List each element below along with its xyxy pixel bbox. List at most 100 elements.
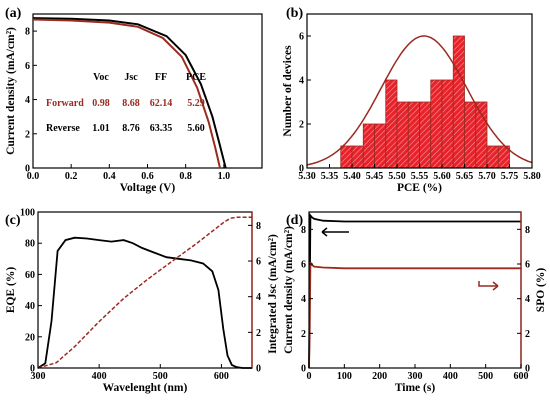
- panel-a-x-tick-label: 0.0: [27, 171, 40, 182]
- panel-b-y-tick-label: 4: [299, 76, 304, 87]
- panel-a-table-cell: 63.35: [150, 123, 173, 134]
- panel-b: 5.30 5.35 5.40 5.45 5.50 5.55 5.60 5.65 5.70 5.75…: [282, 6, 541, 194]
- panel-a-x-tick-label: 0.6: [141, 171, 154, 182]
- panel-a-x-tick-label: 0.2: [65, 171, 78, 182]
- panel-a-y-axis-title: Current density (mA/cm²): [5, 27, 17, 155]
- panel-b-bar: [464, 101, 477, 169]
- panel-d-x-tick-label: 100: [337, 371, 352, 382]
- panel-a-table-cell: 5.29: [187, 98, 205, 109]
- panel-a-curve-reverse: [32, 17, 227, 169]
- panel-c-plot-frame: [37, 211, 253, 369]
- panel-d-y-tick-label: 8: [301, 225, 306, 236]
- panel-b-x-tick-label: 5.30: [298, 171, 316, 182]
- panel-c-curve-eqe: [37, 236, 252, 369]
- panel-a-y-tick-label: 4: [25, 95, 30, 106]
- panel-d-y2-tick-label: 8: [525, 225, 530, 236]
- panel-b-x-tick-label: 5.50: [388, 171, 406, 182]
- panel-c-y2-axis-title: Integrated Jsc (mA/cm²): [267, 234, 279, 354]
- panel-a-x-tick-label: 0.8: [179, 171, 192, 182]
- panel-c-y2-tick-label: 4: [256, 292, 261, 303]
- panel-b-x-tick-label: 5.35: [321, 171, 339, 182]
- panel-a-table-cell: 5.60: [187, 123, 205, 134]
- panel-a-y-tick-label: 6: [25, 61, 30, 72]
- panel-c-x-tick-label: 400: [92, 371, 107, 382]
- panel-a-table-row-label: Reverse: [46, 123, 80, 134]
- panel-b-y-tick-label: 6: [299, 32, 304, 43]
- panel-c-y-tick-label: 100: [20, 208, 35, 219]
- panel-a-table-cell: 8.76: [122, 123, 140, 134]
- panel-a-y-tick-label: 8: [25, 27, 30, 38]
- panel-b-x-tick-label: 5.55: [411, 171, 429, 182]
- panel-b-x-tick-label: 5.70: [478, 171, 496, 182]
- panel-c-y-tick-label: 20: [25, 332, 35, 343]
- panel-b-bar: [475, 101, 488, 169]
- panel-a-table-cell: 62.14: [150, 98, 173, 109]
- panel-d: 0 100 200 300 400 500 600 Time (s) 0 2 4 6 8 0 2 4 6 8 Cur…: [283, 211, 547, 394]
- panel-a-table-header: FF: [155, 72, 167, 83]
- panel-b-x-axis-title: PCE (%): [397, 182, 442, 194]
- panel-d-y2-tick-label: 6: [525, 260, 530, 271]
- panel-d-y2-tick-label: 2: [525, 329, 530, 340]
- panel-c-y-axis-title: EQE (%): [5, 267, 17, 313]
- panel-d-y-tick-label: 0: [301, 364, 306, 375]
- panel-c-x-tick-label: 300: [31, 371, 46, 382]
- panel-c-label: (c): [5, 213, 21, 228]
- panel-a-x-tick-label: 1.0: [218, 171, 231, 182]
- panel-c-y-tick-label: 80: [25, 239, 35, 250]
- panel-a-table-cell: 1.01: [92, 123, 110, 134]
- panel-d-y-tick-label: 2: [301, 329, 306, 340]
- panel-d-x-tick-label: 600: [514, 371, 529, 382]
- panel-c-x-tick-label: 500: [153, 371, 168, 382]
- panel-a-table-cell: 0.98: [92, 98, 110, 109]
- panel-b-x-tick-label: 5.40: [343, 171, 361, 182]
- panel-d-y2-tick-label: 4: [525, 294, 530, 305]
- panel-d-y2-axis-title: SPO (%): [535, 268, 547, 313]
- panel-d-x-tick-label: 500: [478, 371, 493, 382]
- panel-d-y-axis-title: Current density (mA/cm²): [283, 226, 295, 354]
- panel-a-table-header: Voc: [93, 72, 109, 83]
- panel-b-bar: [396, 101, 409, 169]
- panel-c-curve-integrated-jsc: [37, 216, 252, 369]
- panel-c-y2-tick-label: 6: [256, 257, 261, 268]
- panel-c-y2-tick-label: 8: [256, 221, 261, 232]
- panel-b-y-tick-label: 2: [299, 120, 304, 131]
- panel-b-bar: [452, 35, 465, 169]
- panel-b-bar: [385, 79, 398, 169]
- panel-a-table-header: Jsc: [124, 72, 138, 83]
- panel-a-table-row-label: Forward: [46, 98, 84, 109]
- panel-d-x-axis-title: Time (s): [395, 382, 436, 394]
- panel-c-x-tick-label: 600: [214, 371, 229, 382]
- panel-b-y-axis-title: Number of devices: [282, 45, 294, 137]
- panel-b-label: (b): [286, 6, 303, 21]
- panel-d-y-tick-label: 6: [301, 260, 306, 271]
- panel-d-plot-frame: [308, 211, 522, 369]
- panel-a: 0.0 0.2 0.4 0.6 0.8 1.0 Voltage (V) 0 2 4 6 8 Curren…: [5, 6, 263, 194]
- panel-a-plot-frame: [32, 13, 263, 169]
- panel-d-x-tick-label: 200: [372, 371, 387, 382]
- panel-b-x-tick-label: 5.60: [433, 171, 451, 182]
- panel-b-bar: [441, 79, 454, 169]
- panel-b-x-tick-label: 5.65: [456, 171, 474, 182]
- panel-a-y-tick-label: 0: [25, 164, 30, 175]
- panel-b-x-tick-label: 5.80: [523, 171, 541, 182]
- panel-d-curve-spo: [308, 261, 521, 369]
- panel-b-bar: [419, 101, 432, 169]
- panel-c-y-tick-label: 60: [25, 270, 35, 281]
- panel-b-bar: [486, 145, 499, 169]
- panel-c: 300 400 500 600 Wavelenght (nm) 0 20 40 60 80 100 0…: [5, 208, 279, 395]
- panel-d-x-tick-label: 400: [443, 371, 458, 382]
- panel-d-y2-tick-label: 0: [525, 364, 530, 375]
- panel-a-x-tick-label: 0.4: [103, 171, 116, 182]
- panel-b-y-tick-label: 0: [299, 164, 304, 175]
- panel-a-x-axis-title: Voltage (V): [120, 182, 176, 194]
- panel-a-table-header: PCE: [186, 72, 206, 83]
- panel-b-x-tick-label: 5.75: [501, 171, 519, 182]
- panel-b-gaussian-fit: [306, 35, 533, 166]
- panel-a-curve-forward: [32, 18, 221, 169]
- panel-b-bar: [362, 123, 375, 169]
- panel-c-y-tick-label: 40: [25, 301, 35, 312]
- panel-c-y2-tick-label: 0: [256, 364, 261, 375]
- panel-d-label: (d): [286, 213, 303, 228]
- panel-a-label: (a): [5, 6, 22, 21]
